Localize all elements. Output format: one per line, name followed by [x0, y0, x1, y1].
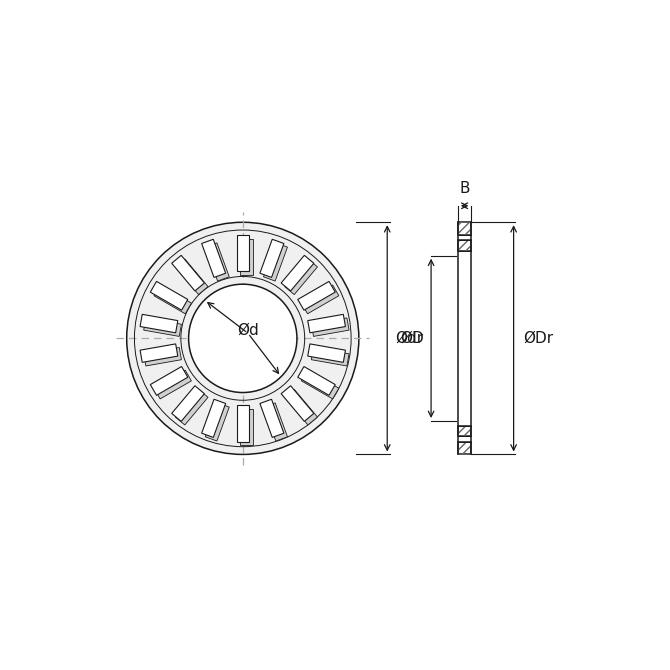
- Polygon shape: [302, 285, 339, 314]
- Polygon shape: [237, 405, 249, 442]
- Polygon shape: [281, 386, 314, 421]
- Polygon shape: [205, 243, 229, 281]
- Circle shape: [189, 284, 297, 393]
- Text: Ødr: Ødr: [395, 331, 423, 346]
- Polygon shape: [202, 399, 226, 438]
- Polygon shape: [302, 370, 339, 399]
- Polygon shape: [172, 255, 204, 291]
- Polygon shape: [312, 348, 349, 366]
- Polygon shape: [172, 386, 204, 421]
- Bar: [458, 426, 471, 436]
- Text: ØDr: ØDr: [523, 331, 553, 346]
- Bar: [458, 222, 471, 235]
- Polygon shape: [308, 314, 346, 333]
- Polygon shape: [260, 239, 284, 277]
- Polygon shape: [285, 389, 318, 425]
- Polygon shape: [143, 348, 182, 366]
- Bar: [458, 442, 471, 454]
- Bar: [458, 222, 471, 235]
- Bar: [458, 241, 471, 251]
- Polygon shape: [285, 259, 318, 295]
- Bar: [458, 442, 471, 454]
- Polygon shape: [281, 255, 314, 291]
- Polygon shape: [140, 344, 178, 362]
- Polygon shape: [297, 281, 335, 310]
- Polygon shape: [237, 235, 249, 271]
- Polygon shape: [150, 281, 188, 310]
- Polygon shape: [154, 285, 192, 314]
- Polygon shape: [202, 239, 226, 277]
- Polygon shape: [205, 403, 229, 441]
- Polygon shape: [154, 370, 192, 399]
- Polygon shape: [143, 318, 182, 336]
- Polygon shape: [263, 243, 287, 281]
- Bar: [458, 241, 471, 251]
- Polygon shape: [312, 318, 349, 336]
- Polygon shape: [308, 344, 346, 362]
- Polygon shape: [140, 314, 178, 333]
- Bar: [458, 426, 471, 436]
- Circle shape: [127, 222, 359, 454]
- Polygon shape: [176, 259, 208, 295]
- Polygon shape: [240, 239, 253, 275]
- Text: ØD: ØD: [400, 331, 424, 346]
- Text: Ød: Ød: [237, 323, 259, 338]
- Polygon shape: [240, 409, 253, 445]
- Text: B: B: [460, 182, 470, 196]
- Polygon shape: [260, 399, 284, 438]
- Polygon shape: [150, 366, 188, 395]
- Polygon shape: [263, 403, 287, 441]
- Polygon shape: [176, 389, 208, 425]
- Polygon shape: [297, 366, 335, 395]
